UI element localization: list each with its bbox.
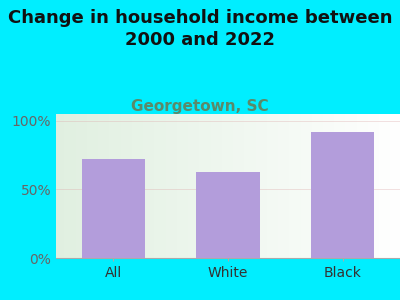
Bar	[311, 132, 374, 258]
Bar	[82, 159, 145, 258]
Text: Georgetown, SC: Georgetown, SC	[131, 99, 269, 114]
Text: Change in household income between
2000 and 2022: Change in household income between 2000 …	[8, 9, 392, 49]
Bar	[196, 172, 260, 258]
